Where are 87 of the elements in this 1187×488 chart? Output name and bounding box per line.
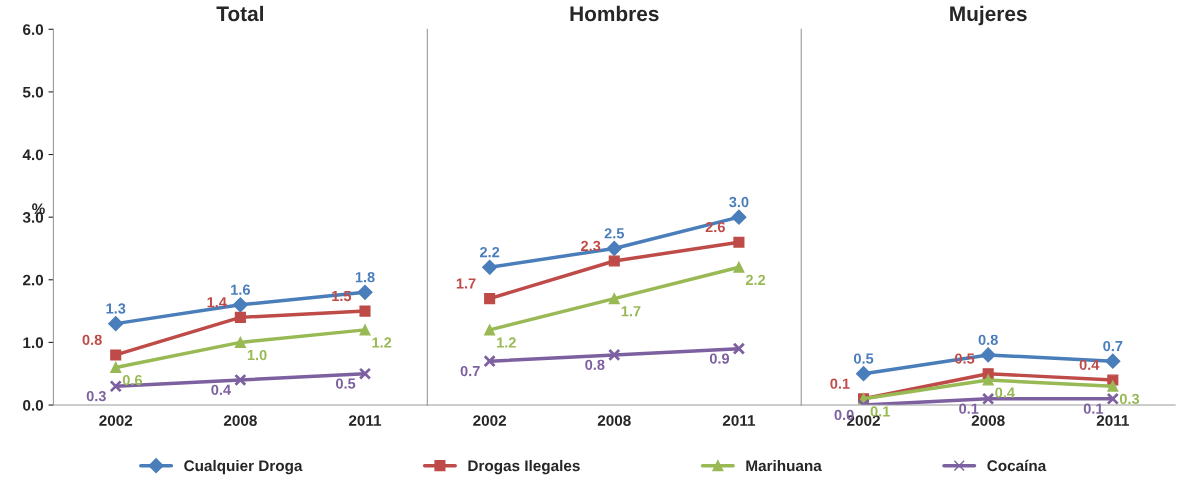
point [606, 240, 622, 257]
data-label: 0.7 [460, 365, 480, 377]
point [981, 392, 995, 406]
x-tick-label: 2011 [722, 415, 756, 426]
point [234, 336, 246, 348]
point [110, 361, 122, 374]
data-label: 0.8 [82, 334, 102, 345]
data-label: 0.8 [585, 359, 605, 370]
x-tick-label: 2008 [597, 415, 631, 426]
legend-label: Cualquier Droga [184, 459, 303, 475]
data-label: 2.3 [581, 240, 601, 252]
text: 3.0 [22, 212, 44, 223]
data-label: 0.4 [211, 384, 231, 396]
data-label: 0.1 [870, 406, 890, 417]
data-label: 2.6 [705, 221, 725, 233]
chart-title: Hombres [570, 5, 659, 22]
x-tick-label: 2002 [99, 415, 133, 426]
legend-label: Marihuana [746, 459, 822, 472]
data-label: 0.4 [995, 387, 1015, 398]
text: 4.0 [22, 149, 44, 161]
data-label: 0.1 [959, 403, 979, 414]
point [855, 366, 872, 382]
text: 5.0 [22, 86, 44, 98]
point [234, 311, 246, 323]
x-tick-label: 2011 [1096, 415, 1129, 426]
data-label: 1.2 [497, 337, 516, 348]
x-tick-label: 2011 [348, 415, 382, 426]
data-label: 2.2 [745, 274, 766, 285]
point [484, 293, 496, 305]
data-label: 3.0 [729, 196, 749, 208]
text: 0.0 [23, 399, 44, 411]
point [358, 367, 372, 380]
data-label: 1.7 [456, 278, 476, 289]
chart-title: Total [216, 5, 264, 22]
chart-title: Mujeres [950, 5, 1027, 26]
x-tick-label: 2002 [473, 415, 507, 426]
data-label: 0.5 [853, 353, 874, 364]
x-tick-label: 2008 [223, 415, 257, 426]
data-label: 0.3 [86, 390, 106, 402]
point [234, 373, 247, 387]
data-label: 0.9 [709, 353, 730, 364]
text: 1.0 [23, 337, 44, 349]
point [110, 349, 122, 361]
point [733, 261, 745, 273]
data-label: 1.0 [247, 349, 267, 361]
data-label: 1.6 [231, 284, 250, 295]
point [1105, 353, 1121, 369]
point [608, 293, 620, 305]
y-axis-title: % [32, 203, 45, 215]
point [980, 347, 996, 363]
data-label: 0.3 [1119, 393, 1140, 405]
data-label: 1.2 [372, 337, 392, 348]
data-label: 1.7 [621, 306, 641, 317]
data-label: 0.6 [122, 374, 143, 386]
point [359, 324, 371, 336]
data-label: 0.5 [336, 378, 356, 389]
legend-label: Cocaína [987, 459, 1047, 472]
point [357, 284, 373, 300]
data-label: 1.8 [355, 272, 375, 283]
point [1107, 380, 1119, 392]
data-label: 0.1 [830, 378, 850, 389]
point [731, 209, 747, 225]
point [608, 255, 620, 267]
point [982, 374, 994, 386]
data-label: 0.8 [978, 334, 998, 345]
point [359, 305, 371, 317]
point [1106, 392, 1120, 406]
point [608, 348, 621, 362]
point [732, 342, 746, 355]
text: 6.0 [23, 24, 44, 35]
point [232, 297, 248, 313]
point [484, 324, 496, 336]
point [482, 259, 498, 275]
data-label: 1.4 [207, 297, 227, 308]
data-label: 0.4 [1079, 359, 1100, 371]
text: 2.0 [22, 274, 44, 286]
data-label: 2.2 [480, 246, 500, 258]
point [108, 316, 124, 332]
point [733, 236, 745, 248]
point [483, 354, 496, 368]
x-tick-label: 2008 [971, 415, 1005, 426]
data-label: 0.1 [1083, 403, 1104, 414]
data-label: 2.5 [604, 228, 624, 239]
legend-label: Drogas Ilegales [468, 459, 580, 475]
data-label: 1.3 [106, 303, 126, 314]
point [109, 380, 122, 393]
data-label: 0.7 [1103, 340, 1123, 352]
